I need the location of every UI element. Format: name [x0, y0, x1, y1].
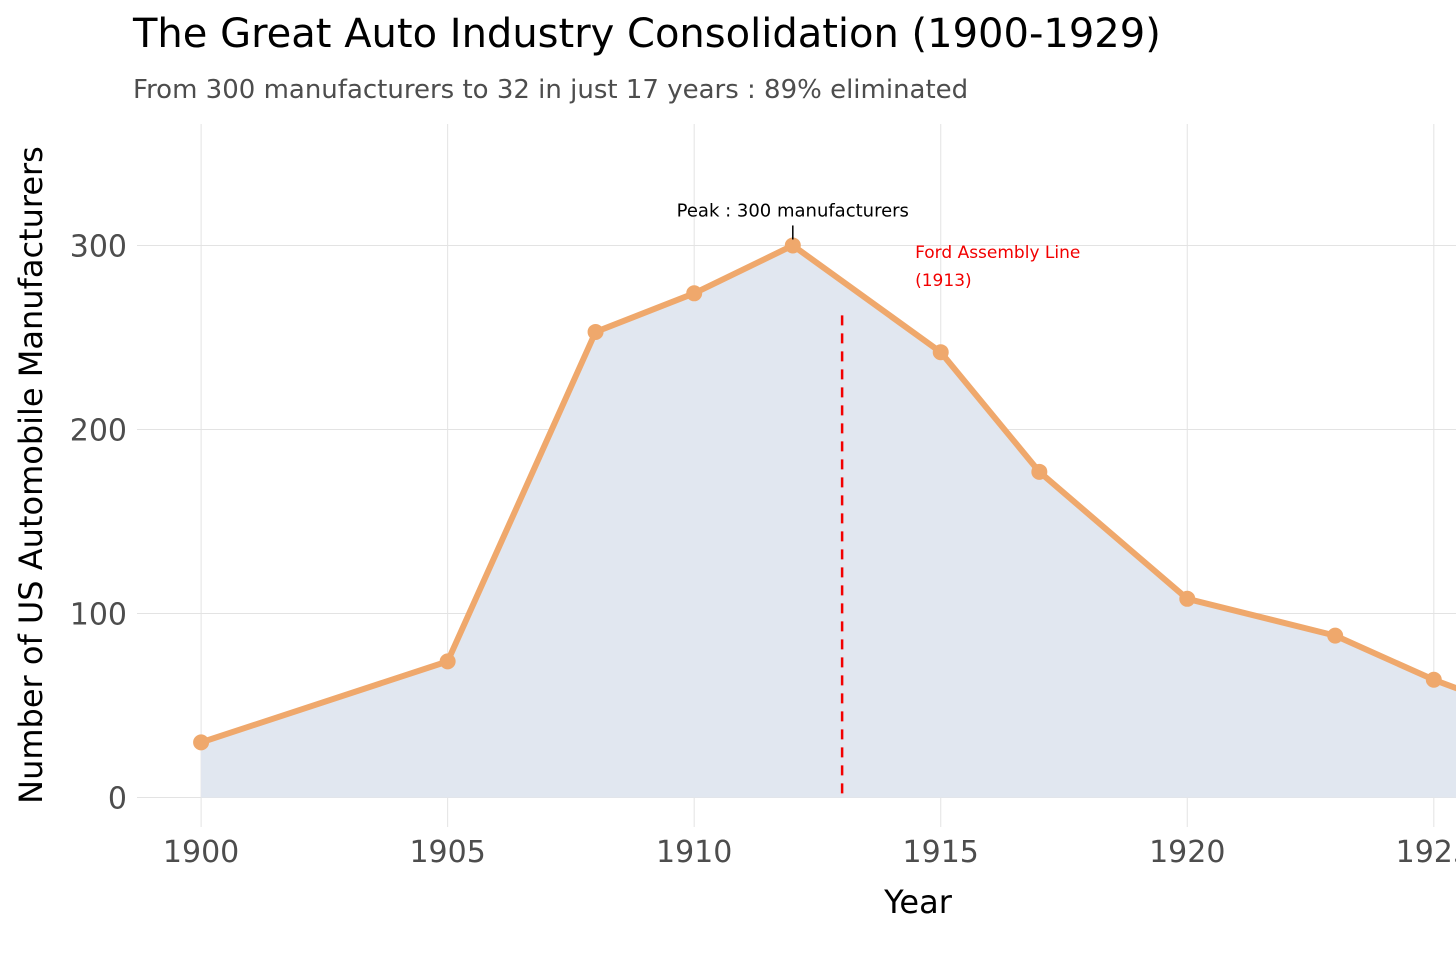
- data-point: [784, 237, 801, 254]
- data-point: [439, 653, 456, 670]
- data-point: [686, 285, 703, 302]
- data-point: [587, 323, 604, 340]
- peak-label: Peak : 300 manufacturers: [677, 200, 909, 221]
- area-fill: [201, 245, 1456, 798]
- event-label-year: (1913): [915, 271, 972, 291]
- data-point: [1425, 671, 1442, 688]
- annotation-layer: Peak : 300 manufacturers Ford Assembly Li…: [677, 200, 1081, 291]
- y-tick-label: 0: [108, 782, 127, 817]
- axis-layer: 1900 1905 1910 1915 1920 1925 0 100 200 300: [70, 229, 1456, 870]
- data-point: [932, 344, 949, 361]
- chart-subtitle: From 300 manufacturers to 32 in just 17 …: [133, 75, 968, 105]
- chart-title: The Great Auto Industry Consolidation (1…: [132, 11, 1161, 57]
- line-layer: [198, 242, 1456, 746]
- x-tick-label: 1925: [1396, 835, 1456, 870]
- data-point: [193, 734, 210, 751]
- y-axis-title: Number of US Automobile Manufacturers: [12, 146, 50, 804]
- data-point: [1031, 463, 1048, 480]
- x-tick-label: 1915: [903, 835, 979, 870]
- x-tick-label: 1910: [656, 835, 732, 870]
- x-axis-title: Year: [883, 883, 953, 921]
- y-tick-label: 200: [70, 413, 127, 448]
- y-tick-label: 300: [70, 229, 127, 264]
- series-line: [198, 242, 1456, 746]
- x-tick-label: 1900: [163, 835, 239, 870]
- data-point: [1179, 590, 1196, 607]
- event-label: Ford Assembly Line: [915, 243, 1080, 263]
- x-tick-label: 1905: [409, 835, 485, 870]
- point-layer: [193, 237, 1442, 751]
- x-tick-label: 1920: [1149, 835, 1225, 870]
- y-tick-label: 100: [70, 598, 127, 633]
- area-layer: [201, 245, 1456, 798]
- data-point: [1327, 627, 1344, 644]
